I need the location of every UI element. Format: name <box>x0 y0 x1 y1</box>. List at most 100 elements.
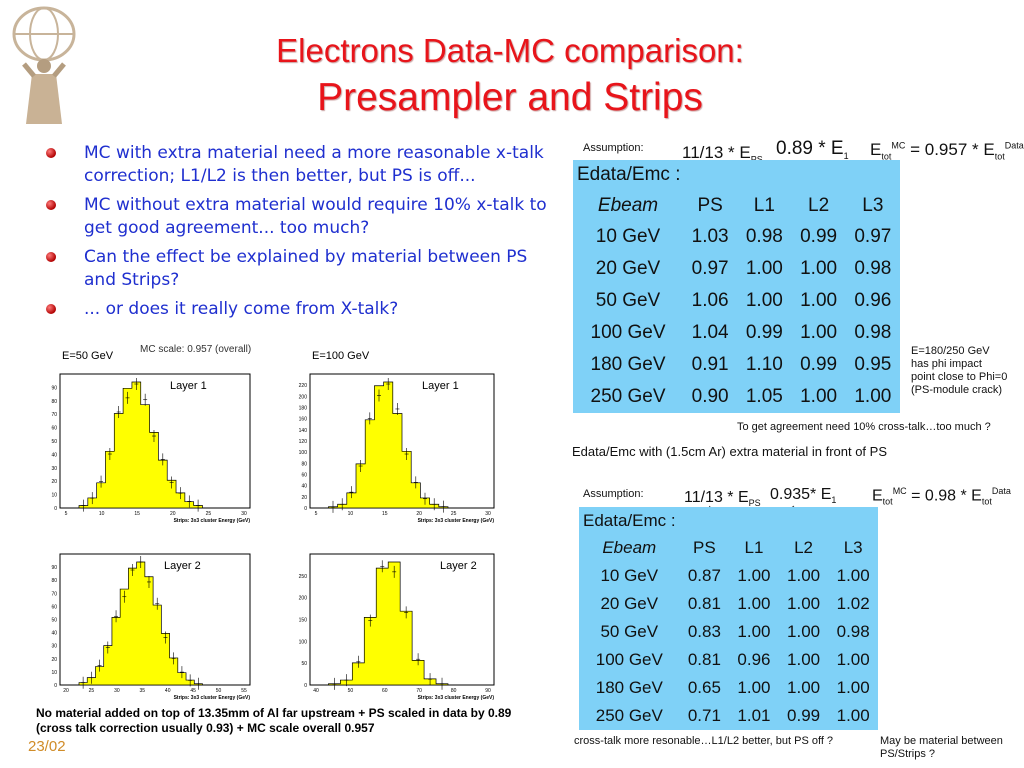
histogram-100gev-layer1: 0 20 40 60 80 100 120 140 160 180 200 220 5 10 15 20 25 3… <box>286 368 500 526</box>
bullet-item: MC with extra material need a more reaso… <box>44 142 554 188</box>
y-tick-label: 40 <box>301 484 307 490</box>
bullet-item: ... or does it really come from X-talk? <box>44 298 554 321</box>
ratio-table-2: Edata/Emc : Ebeam PS L1 L2 L3 10 GeV 0.87… <box>579 507 878 730</box>
x-tick-label: 5 <box>315 511 318 517</box>
atlas-logo <box>12 6 76 124</box>
formula-ps-2: 11/13 * EPS <box>684 489 761 509</box>
x-tick-label: 50 <box>216 688 222 694</box>
x-tick-label: 45 <box>190 688 196 694</box>
table-header: Edata/Emc : <box>577 164 681 185</box>
x-tick-label: 40 <box>313 688 319 694</box>
x-tick-label: 15 <box>134 511 140 517</box>
x-tick-label: 70 <box>416 688 422 694</box>
column-header: L1 <box>744 538 764 557</box>
histogram-plot: 0 20 40 60 80 100 120 140 160 180 200 220 5 10 15 20 25 3… <box>299 373 495 524</box>
layer-label: Layer 1 <box>422 380 459 392</box>
slide-title-line2: Presampler and Strips <box>317 76 703 119</box>
x-tick-label: 5 <box>65 511 68 517</box>
y-tick-label: 140 <box>299 428 308 434</box>
table-row: 180 GeV 0.91 1.10 0.99 0.95 <box>590 354 892 375</box>
column-header: L3 <box>843 538 863 557</box>
column-header: PS <box>697 194 723 216</box>
histogram-50gev-layer2: 0 10 20 30 40 50 60 70 80 90 20 25 30 35 40 45 50 55 Strip… <box>36 548 256 703</box>
x-axis-label: Strips: 3x3 cluster Energy (GeV) <box>418 695 495 701</box>
y-tick-label: 60 <box>301 473 307 479</box>
y-tick-label: 10 <box>51 493 57 499</box>
table-row: 180 GeV 0.65 1.00 1.00 1.00 <box>595 678 870 697</box>
x-axis-label: Strips: 3x3 cluster Energy (GeV) <box>174 518 251 524</box>
y-tick-label: 70 <box>51 591 57 597</box>
y-tick-label: 80 <box>51 399 57 405</box>
y-tick-label: 20 <box>301 495 307 501</box>
x-tick-label: 10 <box>348 511 354 517</box>
y-tick-label: 200 <box>299 596 308 602</box>
table-row: 250 GeV 0.90 1.05 1.00 1.00 <box>590 386 892 407</box>
x-tick-label: 30 <box>241 511 247 517</box>
slide-date: 23/02 <box>28 738 66 755</box>
y-tick-label: 80 <box>301 461 307 467</box>
y-tick-label: 60 <box>51 604 57 610</box>
bullet-item: Can the effect be explained by material … <box>44 246 554 292</box>
table-row: 10 GeV 0.87 1.00 1.00 1.00 <box>600 566 870 585</box>
histogram-bars <box>78 561 203 686</box>
table-row: 50 GeV 1.06 1.00 1.00 0.96 <box>595 290 892 311</box>
histogram-plot: 0 10 20 30 40 50 60 70 80 90 20 25 30 35 40 45 50 55Strip… <box>51 553 251 701</box>
x-tick-label: 20 <box>416 511 422 517</box>
slide-title-line1: Electrons Data-MC comparison: <box>276 32 744 69</box>
y-tick-label: 90 <box>51 385 57 391</box>
y-tick-label: 180 <box>299 406 308 412</box>
y-tick-label: 80 <box>51 578 57 584</box>
y-tick-label: 50 <box>51 618 57 624</box>
side-note: E=180/250 GeV has phi impact point close… <box>911 345 1008 396</box>
y-tick-label: 90 <box>51 565 57 571</box>
y-tick-label: 20 <box>51 479 57 485</box>
y-tick-label: 30 <box>51 466 57 472</box>
formula-e1-2: 0.935* E1 <box>770 486 837 506</box>
mc-scale-label: MC scale: 0.957 (overall) <box>140 344 252 355</box>
x-tick-label: 50 <box>348 688 354 694</box>
y-tick-label: 100 <box>299 639 308 645</box>
agreement-note: To get agreement need 10% cross-talk…too… <box>737 421 991 433</box>
y-tick-label: 160 <box>299 417 308 423</box>
column-header: L1 <box>753 194 775 216</box>
table-header: Edata/Emc : <box>583 510 676 530</box>
x-tick-label: 25 <box>451 511 457 517</box>
x-tick-label: 55 <box>241 688 247 694</box>
column-header: L2 <box>794 538 814 557</box>
assumption-label-2: Assumption: <box>583 488 644 500</box>
formula-tot-2: EtotMC = 0.98 * EtotData <box>872 486 1011 507</box>
x-tick-label: 80 <box>451 688 457 694</box>
y-tick-label: 20 <box>51 657 57 663</box>
table-row: 20 GeV 0.81 1.00 1.00 1.02 <box>600 594 870 613</box>
material-note: May be material between PS/Strips ? <box>880 735 1003 760</box>
formula-tot-1: EtotMC = 0.957 * EtotData <box>870 140 1024 162</box>
bottom-note: No material added on top of 13.35mm of A… <box>36 706 536 736</box>
formula-ps-1: 11/13 * EPS <box>682 143 763 164</box>
x-tick-label: 20 <box>170 511 176 517</box>
bullet-icon <box>46 304 56 314</box>
y-tick-label: 250 <box>299 574 308 580</box>
y-tick-label: 200 <box>299 394 308 400</box>
column-header: L2 <box>808 194 830 216</box>
x-tick-label: 20 <box>63 688 69 694</box>
y-tick-label: 0 <box>54 683 57 689</box>
table-row: 250 GeV 0.71 1.01 0.99 1.00 <box>595 706 870 725</box>
x-tick-label: 40 <box>165 688 171 694</box>
ratio-table-1: Edata/Emc : Ebeam PS L1 L2 L3 10 GeV 1.03… <box>573 160 900 413</box>
x-tick-label: 10 <box>99 511 105 517</box>
formula-e1-1: 0.89 * E1 <box>776 138 849 161</box>
x-tick-label: 90 <box>485 688 491 694</box>
energy-label-100: E=100 GeV <box>312 350 370 362</box>
y-tick-label: 220 <box>299 383 308 389</box>
table-row: 100 GeV 0.81 0.96 1.00 1.00 <box>595 650 870 669</box>
bullet-icon <box>46 200 56 210</box>
y-tick-label: 0 <box>54 506 57 512</box>
table-row: 100 GeV 1.04 0.99 1.00 0.98 <box>590 322 892 343</box>
assumption-label-1: Assumption: <box>583 142 644 154</box>
table-row: 10 GeV 1.03 0.98 0.99 0.97 <box>595 226 892 247</box>
bullet-list: MC with extra material need a more reaso… <box>44 142 554 327</box>
x-axis-label: Strips: 3x3 cluster Energy (GeV) <box>174 695 251 701</box>
y-tick-label: 100 <box>299 450 308 456</box>
column-header: Ebeam <box>602 538 657 557</box>
